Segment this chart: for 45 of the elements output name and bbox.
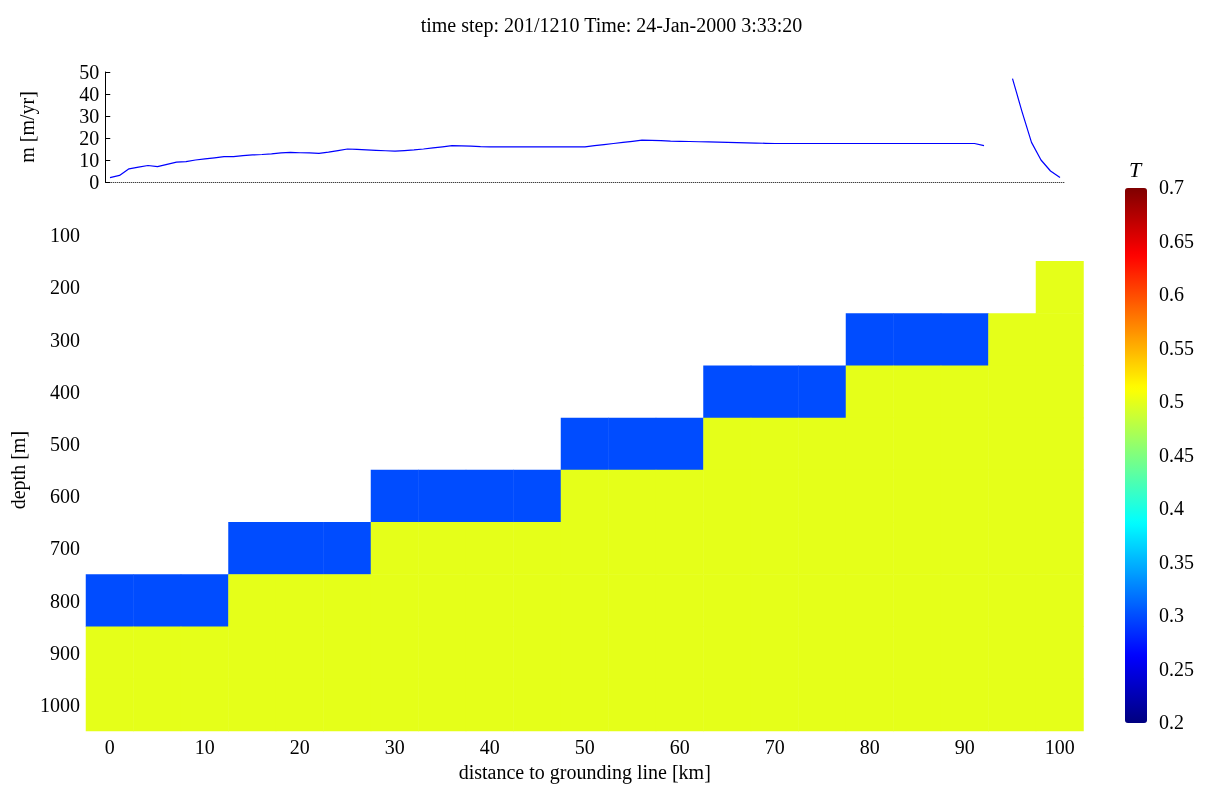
color-bar-label: 0.6 (1159, 283, 1184, 305)
x-tick-label: 0 (104, 736, 115, 759)
x-tick-label: 50 (574, 736, 595, 759)
color-bar-label: 0.45 (1159, 443, 1194, 466)
color-bar-label: 0.35 (1159, 550, 1194, 573)
y-axis-title: m [m/yr] (16, 91, 40, 163)
color-bar-label: 0.4 (1159, 497, 1184, 519)
color-bar-label: 0.3 (1159, 604, 1184, 626)
y-tick-label: 100 (50, 224, 80, 247)
y-tick-label: 200 (50, 276, 80, 299)
line-series (109, 139, 985, 179)
x-tick-label: 70 (764, 736, 785, 759)
y-axis-title: depth [m] (7, 430, 30, 510)
color-bar-label: 0.2 (1159, 711, 1184, 733)
y-tick-label: 20 (79, 127, 100, 149)
y-tick-label: 30 (79, 105, 100, 127)
y-tick-label: 900 (50, 641, 80, 664)
x-tick-label: 100 (1044, 736, 1075, 759)
color-bar-label: 0.5 (1159, 390, 1184, 412)
y-tick-label: 500 (50, 433, 80, 455)
x-axis-title: distance to grounding line [km] (458, 761, 711, 784)
x-tick-label: 20 (289, 736, 310, 759)
x-tick-label: 90 (954, 736, 975, 759)
color-bar-title: T (1129, 156, 1143, 182)
line-series (1011, 78, 1061, 179)
chart-title: time step: 201/1210 Time: 24-Jan-2000 3:33:20 (420, 14, 803, 37)
y-tick-label: 300 (50, 328, 80, 351)
x-tick-label: 80 (859, 736, 880, 759)
x-tick-label: 10 (194, 736, 215, 759)
color-bar-label: 0.7 (1159, 176, 1184, 198)
y-tick-label: 700 (50, 537, 80, 560)
y-tick-label: 0 (89, 171, 100, 193)
color-bar-label: 0.65 (1159, 229, 1194, 252)
y-tick-label: 600 (50, 485, 80, 508)
x-tick-label: 60 (669, 736, 690, 759)
x-tick-label: 40 (479, 736, 500, 759)
y-tick-label: 800 (50, 589, 80, 612)
y-tick-label: 50 (79, 61, 100, 83)
y-tick-label: 400 (50, 380, 80, 403)
x-tick-label: 30 (384, 736, 405, 759)
y-tick-label: 40 (79, 83, 100, 105)
color-bar-label: 0.25 (1159, 657, 1194, 680)
color-bar-label: 0.55 (1159, 336, 1194, 359)
y-tick-label: 10 (79, 149, 100, 171)
y-tick-label: 1000 (40, 694, 80, 716)
